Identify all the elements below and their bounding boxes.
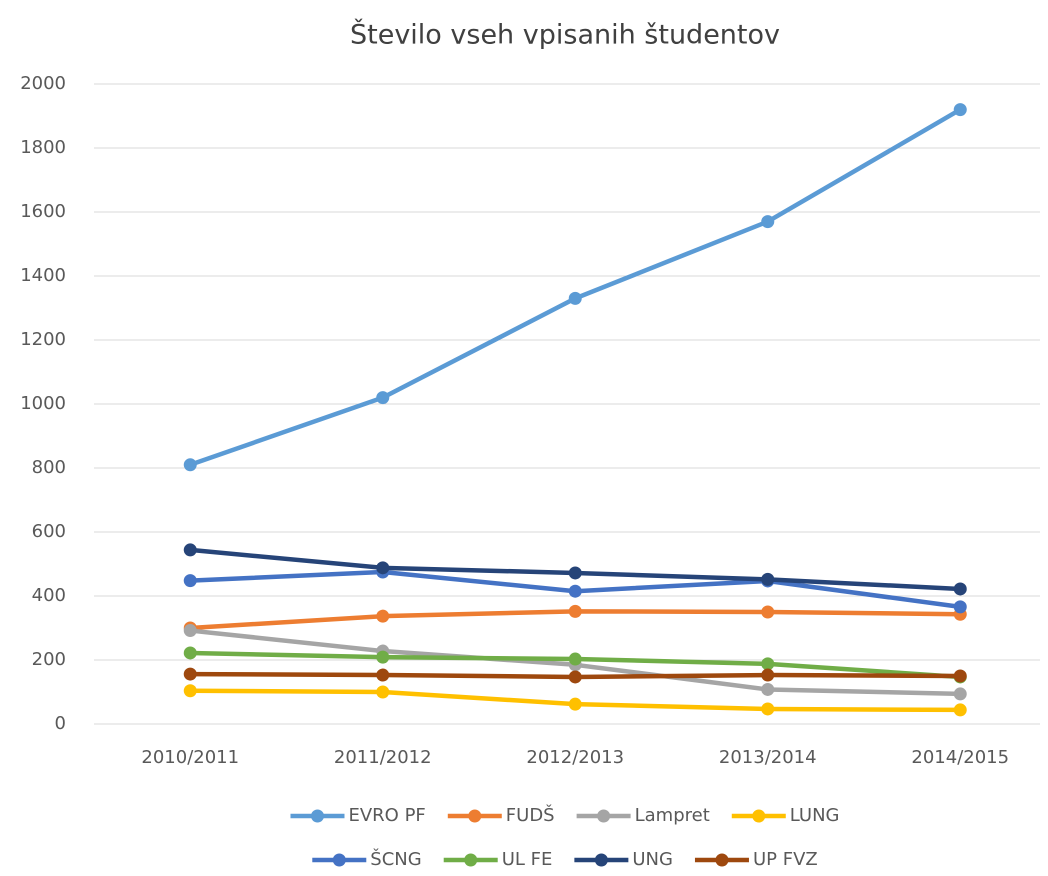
data-point — [183, 624, 197, 638]
legend-marker — [310, 809, 324, 823]
legend-marker — [752, 809, 766, 823]
data-point — [953, 703, 967, 717]
data-point — [183, 458, 197, 472]
y-tick-label: 400 — [32, 585, 66, 606]
legend-item: UP FVZ — [694, 849, 818, 870]
legend-item: Lampret — [576, 805, 710, 826]
data-point — [376, 609, 390, 623]
legend-label: ŠCNG — [370, 848, 421, 870]
legend-label: UP FVZ — [753, 849, 818, 870]
legend-marker — [332, 853, 346, 867]
legend-label: Lampret — [635, 805, 710, 826]
data-point — [568, 697, 582, 711]
y-tick-label: 200 — [32, 649, 66, 670]
data-point — [953, 687, 967, 701]
x-tick-label: 2013/2014 — [719, 747, 817, 768]
data-point — [761, 657, 775, 671]
y-tick-label: 1600 — [20, 201, 66, 222]
data-point — [376, 391, 390, 405]
legend-marker — [594, 853, 608, 867]
data-point — [568, 652, 582, 666]
data-point — [568, 291, 582, 305]
data-point — [761, 702, 775, 716]
x-tick-label: 2012/2013 — [526, 747, 624, 768]
data-point — [568, 584, 582, 598]
chart-title: Število vseh vpisanih študentov — [350, 19, 780, 51]
data-point — [761, 682, 775, 696]
legend-label: UNG — [632, 849, 673, 870]
legend-label: UL FE — [502, 849, 553, 870]
data-point — [376, 561, 390, 575]
y-tick-label: 1200 — [20, 329, 66, 350]
data-point — [761, 572, 775, 586]
data-point — [761, 215, 775, 229]
x-tick-label: 2010/2011 — [141, 747, 239, 768]
data-point — [568, 566, 582, 580]
data-point — [376, 668, 390, 682]
data-point — [953, 582, 967, 596]
data-point — [953, 669, 967, 683]
legend-marker — [468, 809, 482, 823]
legend-item: FUDŠ — [447, 804, 555, 826]
legend-label: EVRO PF — [348, 805, 425, 826]
legend-label: FUDŠ — [506, 804, 555, 826]
data-point — [183, 543, 197, 557]
legend-marker — [715, 853, 729, 867]
x-tick-label: 2014/2015 — [911, 747, 1009, 768]
legend-marker — [464, 853, 478, 867]
legend-item: EVRO PF — [290, 805, 426, 826]
legend-marker — [597, 809, 611, 823]
y-tick-label: 600 — [32, 521, 66, 542]
legend-item: UL FE — [443, 849, 553, 870]
y-tick-label: 1000 — [20, 393, 66, 414]
legend-item: LUNG — [731, 805, 840, 826]
y-tick-label: 800 — [32, 457, 66, 478]
y-tick-label: 1400 — [20, 265, 66, 286]
data-point — [953, 103, 967, 117]
y-tick-label: 2000 — [20, 73, 66, 94]
legend-item: UNG — [574, 849, 673, 870]
data-point — [376, 650, 390, 664]
y-tick-label: 0 — [55, 713, 66, 734]
data-point — [183, 646, 197, 660]
data-point — [183, 684, 197, 698]
data-point — [953, 600, 967, 614]
data-point — [568, 670, 582, 684]
y-tick-label: 1800 — [20, 137, 66, 158]
data-point — [568, 604, 582, 618]
data-point — [183, 574, 197, 588]
data-point — [376, 685, 390, 699]
legend-label: LUNG — [790, 805, 840, 826]
data-point — [183, 667, 197, 681]
series-line — [189, 107, 962, 467]
x-tick-label: 2011/2012 — [334, 747, 432, 768]
data-point — [761, 668, 775, 682]
data-point — [761, 605, 775, 619]
legend-item: ŠCNG — [312, 848, 422, 870]
